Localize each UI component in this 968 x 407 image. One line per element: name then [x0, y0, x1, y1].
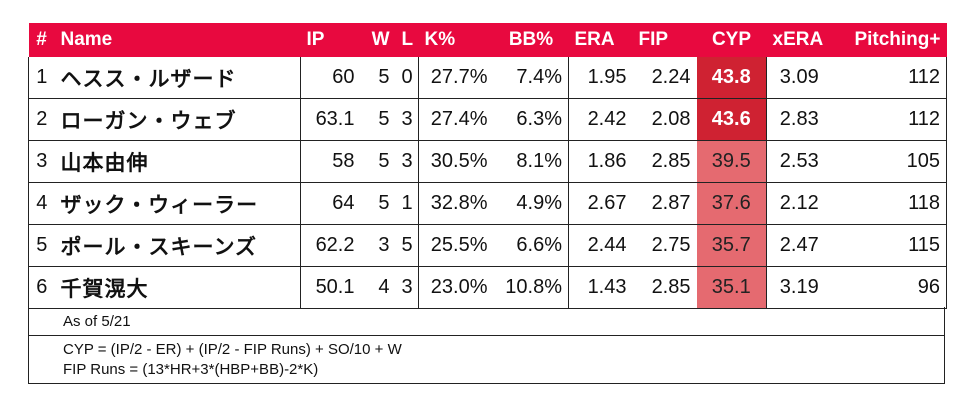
fip-cell: 2.75: [632, 224, 697, 267]
l-cell: 3: [395, 140, 419, 183]
xera-cell: 2.12: [766, 182, 832, 225]
bb-cell: 7.4%: [493, 57, 569, 99]
xera-cell: 3.09: [766, 57, 832, 99]
bb-cell: 6.6%: [493, 224, 569, 267]
fip-cell: 2.85: [632, 266, 697, 309]
w-cell: 5: [360, 140, 396, 183]
stats-table: # Name IP W L K% BB% ERA FIP CYP xERA Pi…: [28, 23, 947, 309]
pitching-cell: 112: [831, 57, 947, 99]
player-name: ヘスス・ルザード: [54, 57, 301, 99]
formula-note: CYP = (IP/2 - ER) + (IP/2 - FIP Runs) + …: [28, 336, 945, 384]
era-cell: 1.95: [568, 57, 633, 99]
k-cell: 30.5%: [418, 140, 494, 183]
fip-cell: 2.87: [632, 182, 697, 225]
rank-cell: 2: [28, 98, 55, 141]
pitching-cell: 105: [831, 140, 947, 183]
ip-cell: 60: [300, 57, 361, 99]
xera-cell: 2.83: [766, 98, 832, 141]
bb-cell: 6.3%: [493, 98, 569, 141]
table-row: 5 ポール・スキーンズ 62.2 3 5 25.5% 6.6% 2.44 2.7…: [28, 224, 947, 267]
rank-cell: 4: [28, 182, 55, 225]
col-header-cyp: CYP: [696, 23, 767, 57]
col-header-rank: #: [28, 23, 55, 57]
ip-cell: 62.2: [300, 224, 361, 267]
cyp-cell: 35.1: [696, 266, 767, 309]
col-header-pitching: Pitching+: [831, 23, 947, 57]
col-header-xera: xERA: [766, 23, 832, 57]
k-cell: 25.5%: [418, 224, 494, 267]
player-name: 千賀滉大: [54, 266, 301, 309]
era-cell: 2.67: [568, 182, 633, 225]
fip-cell: 2.85: [632, 140, 697, 183]
xera-cell: 2.53: [766, 140, 832, 183]
ip-cell: 63.1: [300, 98, 361, 141]
l-cell: 5: [395, 224, 419, 267]
w-cell: 3: [360, 224, 396, 267]
player-name: 山本由伸: [54, 140, 301, 183]
col-header-l: L: [395, 23, 419, 57]
col-header-ip: IP: [300, 23, 361, 57]
l-cell: 1: [395, 182, 419, 225]
w-cell: 4: [360, 266, 396, 309]
k-cell: 32.8%: [418, 182, 494, 225]
table-row: 6 千賀滉大 50.1 4 3 23.0% 10.8% 1.43 2.85 35…: [28, 266, 947, 309]
player-name: ポール・スキーンズ: [54, 224, 301, 267]
k-cell: 27.7%: [418, 57, 494, 99]
bb-cell: 10.8%: [493, 266, 569, 309]
cyp-cell: 43.6: [696, 98, 767, 141]
leaderboard: # Name IP W L K% BB% ERA FIP CYP xERA Pi…: [28, 23, 947, 309]
era-cell: 2.42: [568, 98, 633, 141]
cyp-formula: CYP = (IP/2 - ER) + (IP/2 - FIP Runs) + …: [63, 341, 402, 358]
rank-cell: 3: [28, 140, 55, 183]
col-header-w: W: [360, 23, 396, 57]
l-cell: 0: [395, 57, 419, 99]
table-row: 2 ローガン・ウェブ 63.1 5 3 27.4% 6.3% 2.42 2.08…: [28, 98, 947, 141]
ip-cell: 50.1: [300, 266, 361, 309]
col-header-era: ERA: [568, 23, 633, 57]
fip-runs-formula: FIP Runs = (13*HR+3*(HBP+BB)-2*K): [63, 361, 319, 378]
pitching-cell: 112: [831, 98, 947, 141]
era-cell: 1.43: [568, 266, 633, 309]
l-cell: 3: [395, 266, 419, 309]
table-row: 1 ヘスス・ルザード 60 5 0 27.7% 7.4% 1.95 2.24 4…: [28, 57, 947, 99]
w-cell: 5: [360, 182, 396, 225]
col-header-name: Name: [54, 23, 301, 57]
rank-cell: 5: [28, 224, 55, 267]
k-cell: 23.0%: [418, 266, 494, 309]
col-header-fip: FIP: [632, 23, 697, 57]
pitching-cell: 118: [831, 182, 947, 225]
col-header-bb: BB%: [493, 23, 569, 57]
as-of-note: As of 5/21: [28, 307, 945, 336]
w-cell: 5: [360, 98, 396, 141]
era-cell: 2.44: [568, 224, 633, 267]
ip-cell: 64: [300, 182, 361, 225]
col-header-k: K%: [418, 23, 494, 57]
fip-cell: 2.24: [632, 57, 697, 99]
k-cell: 27.4%: [418, 98, 494, 141]
bb-cell: 8.1%: [493, 140, 569, 183]
cyp-cell: 43.8: [696, 57, 767, 99]
cyp-cell: 39.5: [696, 140, 767, 183]
as-of-text: As of 5/21: [63, 313, 131, 330]
xera-cell: 3.19: [766, 266, 832, 309]
rank-cell: 1: [28, 57, 55, 99]
header-row: # Name IP W L K% BB% ERA FIP CYP xERA Pi…: [28, 23, 947, 57]
ip-cell: 58: [300, 140, 361, 183]
pitching-cell: 96: [831, 266, 947, 309]
rank-cell: 6: [28, 266, 55, 309]
l-cell: 3: [395, 98, 419, 141]
pitching-cell: 115: [831, 224, 947, 267]
fip-cell: 2.08: [632, 98, 697, 141]
player-name: ローガン・ウェブ: [54, 98, 301, 141]
era-cell: 1.86: [568, 140, 633, 183]
w-cell: 5: [360, 57, 396, 99]
table-row: 4 ザック・ウィーラー 64 5 1 32.8% 4.9% 2.67 2.87 …: [28, 182, 947, 225]
player-name: ザック・ウィーラー: [54, 182, 301, 225]
cyp-cell: 37.6: [696, 182, 767, 225]
xera-cell: 2.47: [766, 224, 832, 267]
bb-cell: 4.9%: [493, 182, 569, 225]
cyp-cell: 35.7: [696, 224, 767, 267]
table-row: 3 山本由伸 58 5 3 30.5% 8.1% 1.86 2.85 39.5 …: [28, 140, 947, 183]
